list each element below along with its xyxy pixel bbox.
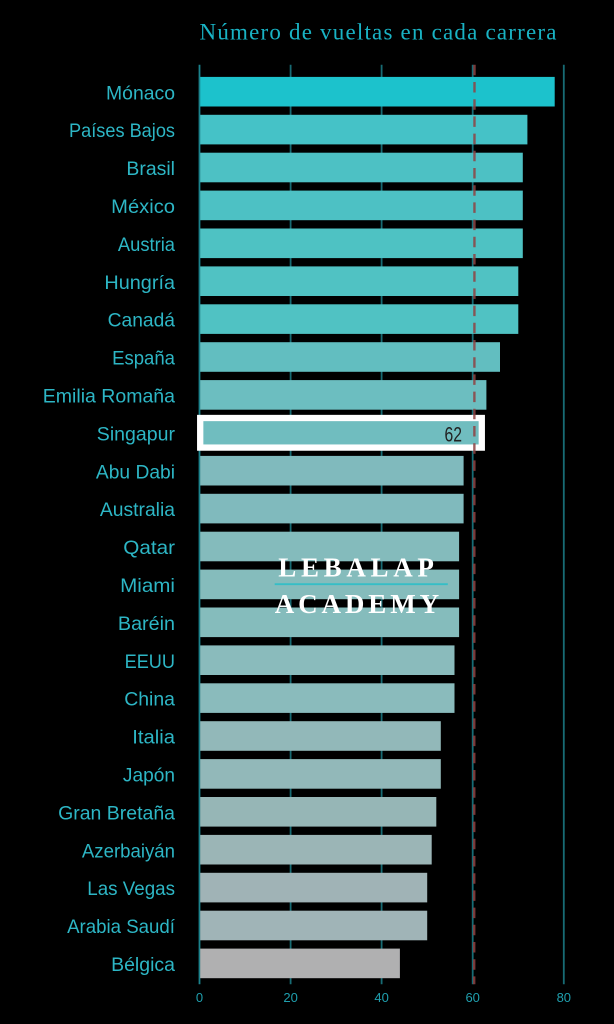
svg-text:China: China [124, 689, 175, 711]
svg-text:Qatar: Qatar [123, 537, 175, 559]
svg-text:Canadá: Canadá [108, 310, 176, 332]
svg-text:Número de vueltas en cada carr: Número de vueltas en cada carrera [200, 20, 557, 45]
svg-text:Brasil: Brasil [126, 158, 175, 180]
svg-text:Baréin: Baréin [118, 613, 175, 635]
svg-text:Singapur: Singapur [97, 423, 176, 445]
svg-text:ACADEMY: ACADEMY [275, 589, 445, 619]
svg-text:Australia: Australia [100, 499, 175, 521]
svg-text:Arabia Saudí: Arabia Saudí [67, 916, 175, 938]
svg-text:Bélgica: Bélgica [111, 954, 175, 976]
svg-text:60: 60 [465, 990, 479, 1005]
svg-text:62: 62 [445, 423, 463, 446]
svg-text:Miami: Miami [120, 575, 175, 597]
svg-text:Mónaco: Mónaco [106, 82, 175, 104]
svg-text:Azerbaiyán: Azerbaiyán [82, 840, 175, 862]
svg-text:0: 0 [196, 990, 203, 1005]
svg-text:40: 40 [374, 990, 388, 1005]
svg-text:Hungría: Hungría [104, 272, 175, 294]
svg-text:20: 20 [283, 990, 297, 1005]
svg-text:Japón: Japón [123, 765, 175, 787]
svg-text:EEUU: EEUU [125, 651, 175, 673]
svg-text:LEBALAP: LEBALAP [278, 553, 441, 583]
svg-text:Emilia Romaña: Emilia Romaña [43, 386, 175, 408]
svg-text:Gran Bretaña: Gran Bretaña [58, 802, 175, 824]
svg-text:Las Vegas: Las Vegas [87, 878, 175, 900]
svg-text:Italia: Italia [132, 727, 175, 749]
svg-text:Austria: Austria [118, 234, 175, 256]
svg-text:80: 80 [557, 990, 571, 1005]
svg-text:España: España [112, 348, 175, 370]
svg-text:Abu Dabi: Abu Dabi [96, 461, 175, 483]
svg-text:Países Bajos: Países Bajos [69, 120, 175, 142]
svg-text:México: México [111, 196, 175, 218]
